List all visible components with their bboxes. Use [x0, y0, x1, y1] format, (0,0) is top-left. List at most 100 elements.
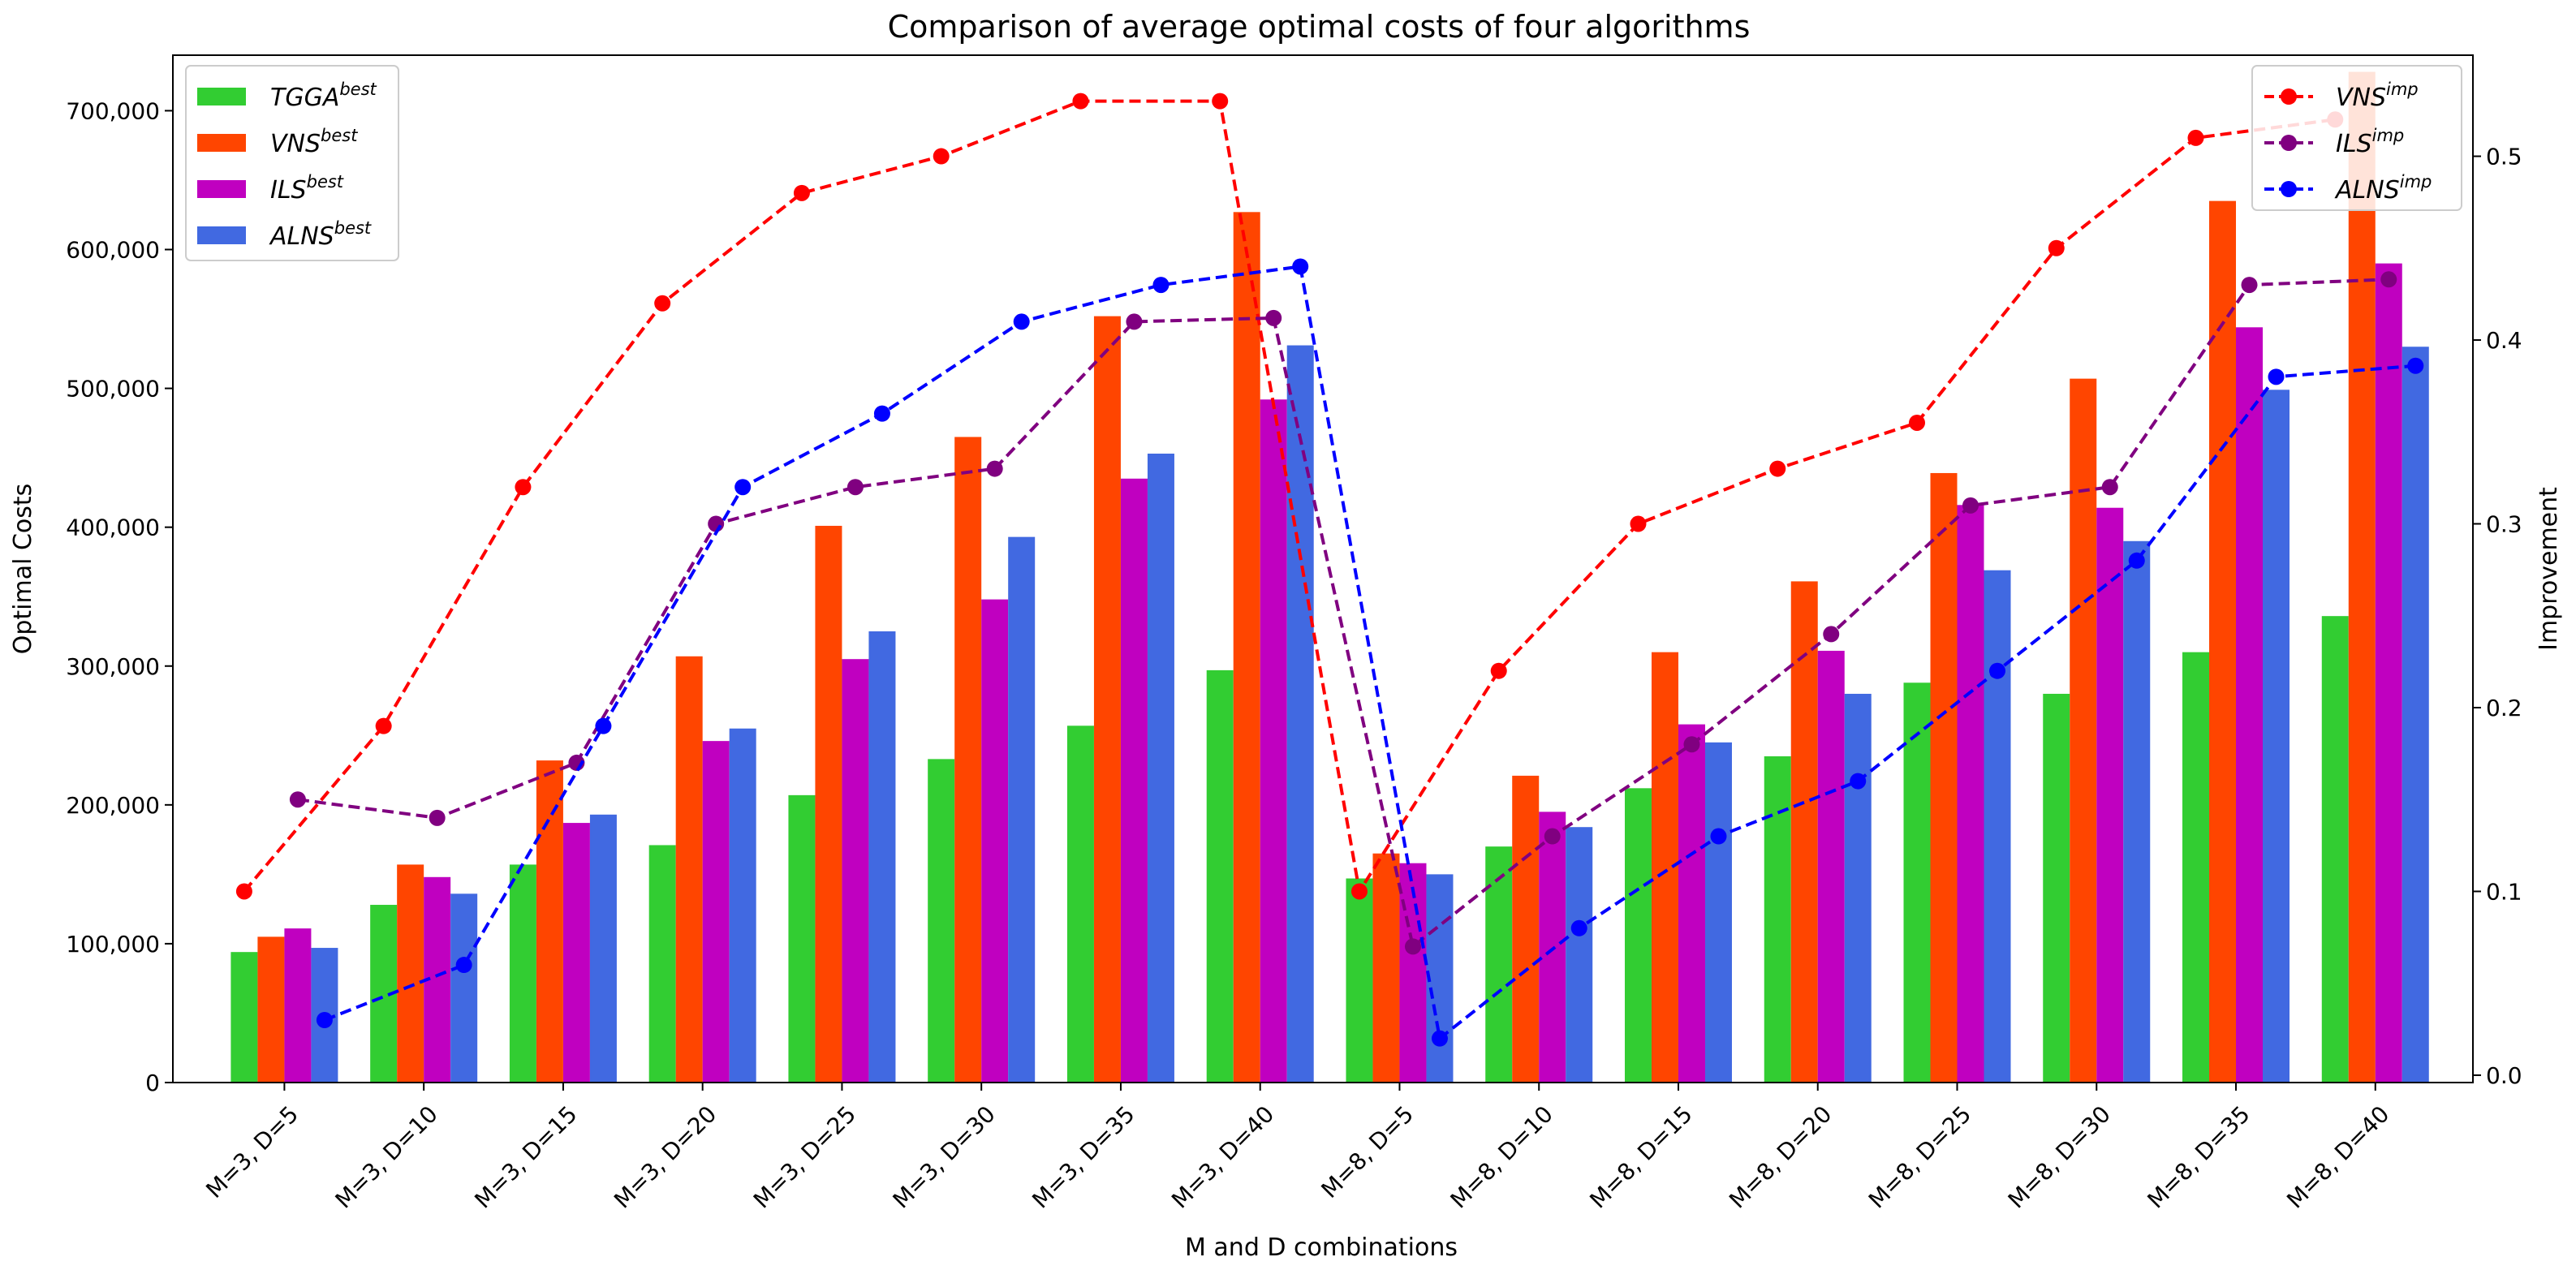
point-vns-imp-14	[2187, 129, 2204, 146]
point-vns-imp-5	[933, 148, 950, 165]
bar-alns-6	[1147, 454, 1174, 1083]
point-alns-imp-10	[1710, 828, 1727, 845]
bar-vns-15	[2348, 71, 2376, 1083]
bar-tgga-12	[1903, 682, 1931, 1083]
bar-alns-7	[1286, 345, 1314, 1083]
legend-bars-frame	[185, 65, 399, 261]
point-vns-imp-1	[375, 717, 392, 734]
point-vns-imp-9	[1490, 662, 1507, 679]
point-vns-imp-6	[1072, 93, 1089, 110]
bar-tgga-15	[2321, 616, 2349, 1083]
point-ils-imp-9	[1544, 828, 1561, 845]
point-alns-imp-13	[2128, 552, 2145, 569]
bar-vns-12	[1930, 472, 1958, 1083]
bar-alns-9	[1566, 827, 1593, 1083]
y-tick-label: 0	[145, 1070, 160, 1096]
bar-tgga-5	[928, 759, 955, 1083]
point-vns-imp-12	[1909, 414, 1925, 431]
svg-text:ILSimp: ILSimp	[2336, 126, 2404, 158]
bar-vns-11	[1790, 581, 1818, 1083]
point-ils-imp-13	[2101, 479, 2118, 496]
line-alns-imp	[324, 265, 2416, 1042]
y-axis-right: 0.0 0.1 0.2 0.3 0.4 0.5	[2473, 144, 2522, 1089]
x-axis-label: M and D combinations	[1185, 1233, 1458, 1262]
point-alns-imp-14	[2268, 368, 2285, 385]
bar-vns-5	[954, 437, 982, 1083]
point-ils-imp-1	[429, 809, 446, 826]
svg-text:TGGAbest: TGGAbest	[270, 80, 377, 112]
bar-ils-14	[2236, 327, 2264, 1083]
point-alns-imp-5	[1013, 313, 1030, 330]
line-vns-imp	[243, 99, 2336, 896]
bar-alns-5	[1008, 536, 1036, 1083]
point-vns-imp-8	[1350, 883, 1368, 900]
bar-ils-0	[284, 928, 312, 1083]
bar-alns-2	[589, 814, 617, 1083]
bar-ils-15	[2375, 263, 2402, 1083]
y2-tick-label: 0.1	[2486, 878, 2522, 905]
point-alns-imp-15	[2407, 357, 2424, 374]
y2-tick-label: 0.2	[2486, 695, 2522, 721]
y2-tick-label: 0.4	[2486, 327, 2522, 354]
point-ils-imp-15	[2380, 271, 2397, 288]
point-ils-imp-14	[2241, 277, 2258, 294]
bar-ils-4	[842, 659, 869, 1083]
y-tick-label: 200,000	[66, 792, 160, 819]
point-vns-imp-10	[1630, 515, 1647, 532]
point-ils-imp-10	[1683, 736, 1700, 753]
point-vns-imp-7	[1212, 93, 1229, 110]
bar-alns-14	[2263, 390, 2290, 1083]
bar-alns-11	[1844, 693, 1872, 1083]
point-ils-imp-6	[1126, 313, 1143, 330]
y-tick-label: 300,000	[66, 653, 160, 680]
point-vns-imp-11	[1769, 460, 1786, 477]
y-tick-label: 100,000	[66, 931, 160, 958]
bar-vns-6	[1093, 316, 1121, 1083]
bar-ils-12	[1957, 505, 1984, 1083]
y2-tick-label: 0.5	[2486, 144, 2522, 170]
plot-frame	[172, 54, 2474, 1083]
bar-ils-5	[981, 599, 1009, 1083]
bar-ils-2	[562, 823, 590, 1083]
svg-text:VNSimp: VNSimp	[2336, 80, 2419, 112]
bar-tgga-13	[2043, 693, 2070, 1083]
point-alns-imp-9	[1570, 919, 1587, 936]
y-tick-label: 700,000	[66, 97, 160, 124]
legend-marker-ils	[2281, 135, 2297, 151]
legend-lines: VNSimp ILSimp ALNSimp	[2251, 65, 2462, 211]
bar-ils-3	[702, 741, 730, 1083]
bar-alns-3	[729, 728, 756, 1083]
y2-tick-label: 0.0	[2486, 1062, 2522, 1089]
point-ils-imp-8	[1404, 938, 1421, 955]
legend-swatch-alns	[197, 226, 246, 244]
point-vns-imp-3	[654, 295, 671, 312]
bar-tgga-3	[648, 845, 676, 1083]
legend-swatch-ils	[197, 180, 246, 198]
bar-alns-4	[868, 631, 896, 1083]
point-ils-imp-5	[986, 460, 1003, 477]
bar-ils-13	[2096, 507, 2124, 1083]
bar-vns-1	[397, 864, 424, 1083]
point-alns-imp-7	[1292, 258, 1309, 275]
point-vns-imp-0	[235, 883, 252, 900]
point-alns-imp-4	[873, 405, 890, 422]
legend-marker-alns	[2281, 181, 2297, 197]
line-ils-imp	[297, 278, 2389, 949]
bar-vns-3	[675, 656, 703, 1083]
bar-tgga-6	[1066, 725, 1094, 1083]
y2-tick-label: 0.3	[2486, 511, 2522, 538]
svg-text:ALNSimp: ALNSimp	[2334, 172, 2432, 204]
point-vns-imp-4	[793, 184, 810, 201]
point-ils-imp-0	[289, 791, 306, 808]
point-vns-imp-2	[515, 479, 532, 496]
bar-vns-13	[2070, 378, 2097, 1083]
y2-axis-label: Improvement	[2535, 487, 2563, 651]
legend-lines-frame	[2251, 65, 2462, 211]
point-ils-imp-4	[846, 479, 864, 496]
bar-tgga-7	[1206, 669, 1234, 1083]
point-ils-imp-12	[1962, 497, 1979, 514]
legend-swatch-vns	[197, 134, 246, 152]
bar-vns-2	[536, 760, 563, 1083]
bar-ils-6	[1120, 478, 1148, 1083]
